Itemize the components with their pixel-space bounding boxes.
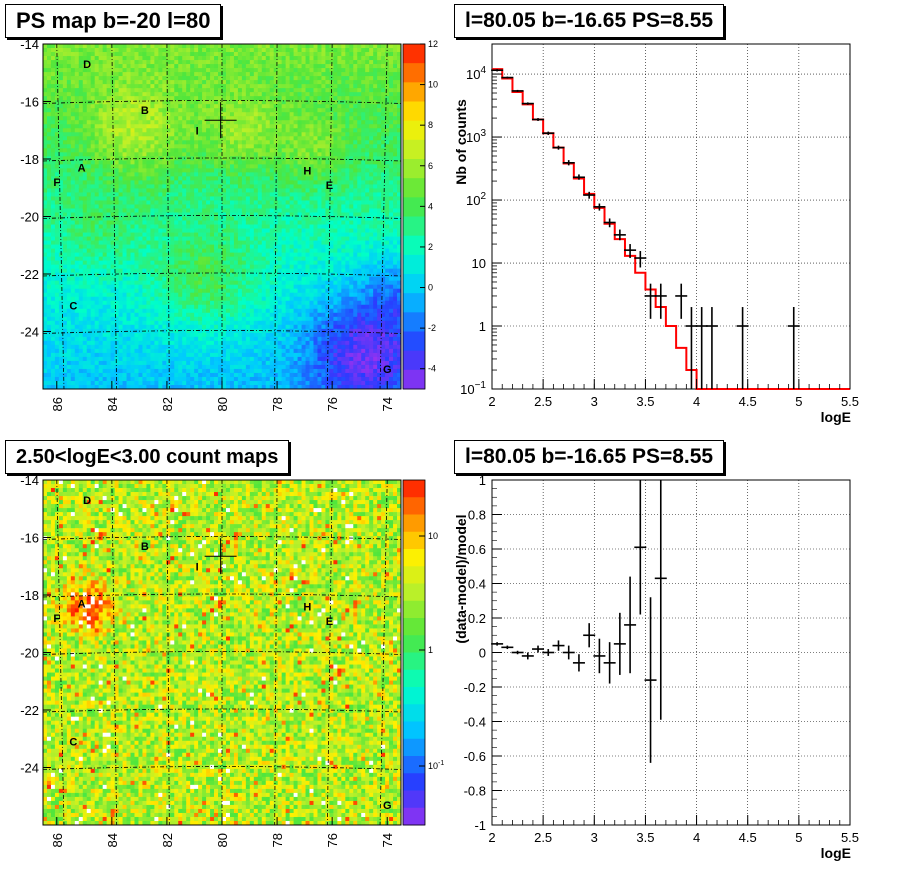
spectrum-grid [492,44,850,389]
count-map-heatmap [43,480,402,826]
br-title: l=80.05 b=-16.65 PS=8.55 [454,440,725,474]
spectrum-data-points [491,69,800,389]
source-label-A: A [78,599,86,611]
ps-map-colorbar [402,43,426,390]
spectrum-frame [491,43,851,390]
ps-map-coordinate-grid [42,43,402,390]
ps-map-heatmap [43,44,402,390]
residuals-grid [492,480,850,825]
source-label-F: F [53,613,60,625]
count-map-target-cross [204,538,237,575]
count-map-y-ticks: -14-16-18-20-22-24 [20,473,51,776]
source-label-H: H [303,602,311,614]
source-label-I: I [196,561,199,573]
ps-map-x-ticks: 86 84 82 80 78 76 74 [50,381,395,411]
model-step-line [492,68,850,390]
tr-title: l=80.05 b=-16.65 PS=8.55 [454,4,725,38]
count-map-source-labels: D B I A F H E C G [53,495,391,812]
source-label-A: A [78,163,86,175]
ps-map-target-cross [204,102,237,139]
source-label-D: D [83,59,91,71]
source-label-G: G [383,364,392,376]
source-label-C: C [69,737,77,749]
source-label-H: H [303,166,311,178]
source-label-G: G [383,800,392,812]
ps-map-panel: D B I A F H E C G -14-16-18-20-22-24 86 84 82 80 78 7… [20,37,438,411]
residuals-panel: 10.80.60.40.20-0.2-0.4-0.6-0.8-1 2 2.5 3 3.… [453,473,859,861]
source-label-I: I [196,125,199,137]
bl-title: 2.50<logE<3.00 count maps [5,440,290,474]
residuals-xlabel: logE [821,845,851,861]
residuals-x-ticks: 2 2.5 3 3.5 4 4.5 5 5.5 [488,815,859,845]
spectrum-x-ticks: 2 2.5 3 3.5 4 4.5 5 5.5 [488,379,859,409]
source-label-C: C [69,301,77,313]
source-label-B: B [141,105,149,117]
count-map-x-ticks: 86 84 82 80 78 76 74 [50,817,395,847]
tl-title: PS map b=-20 l=80 [5,4,222,38]
ps-map-y-ticks: -14-16-18-20-22-24 [20,37,51,340]
ps-map-source-labels: D B I A F H E C G [53,59,391,376]
residuals-y-ticks: 10.80.60.40.20-0.2-0.4-0.6-0.8-1 [464,473,502,833]
residuals-data-points [491,480,667,763]
count-map-panel: D B I A F H E C G -14-16-18-20-22-24 86 84 82 80 78 7… [20,473,444,847]
source-label-E: E [326,616,333,628]
count-map-coordinate-grid [42,479,402,826]
source-label-E: E [326,180,333,192]
spectrum-model-step [492,68,850,390]
source-label-F: F [53,177,60,189]
source-label-D: D [83,495,91,507]
count-map-colorbar [402,479,426,826]
spectrum-ylabel: Nb of counts [453,99,469,185]
residuals-ylabel: (data-model)/model [453,514,469,643]
spectrum-xlabel: logE [821,409,851,425]
source-label-B: B [141,541,149,553]
